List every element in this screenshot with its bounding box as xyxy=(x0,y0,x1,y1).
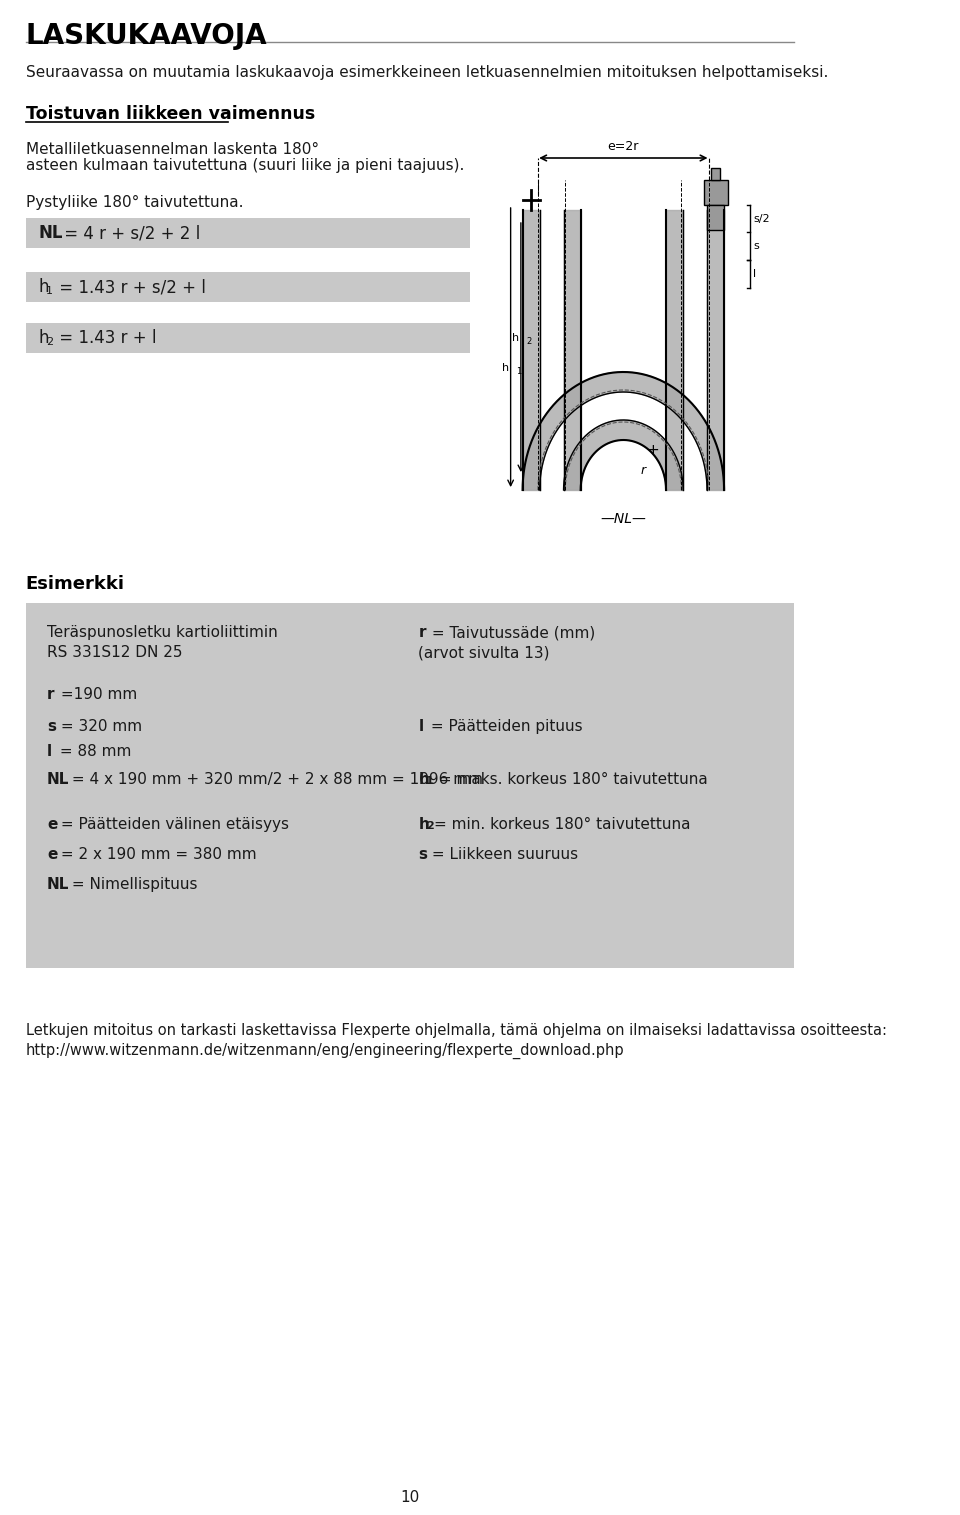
Text: 1: 1 xyxy=(516,367,521,376)
Text: NL: NL xyxy=(47,877,69,892)
Text: RS 331S12 DN 25: RS 331S12 DN 25 xyxy=(47,645,182,661)
Bar xyxy=(26,273,469,301)
Text: Esimerkki: Esimerkki xyxy=(26,576,125,592)
Text: (arvot sivulta 13): (arvot sivulta 13) xyxy=(419,645,550,661)
Text: = 4 x 190 mm + 320 mm/2 + 2 x 88 mm = 1096 mm: = 4 x 190 mm + 320 mm/2 + 2 x 88 mm = 10… xyxy=(67,773,484,786)
Text: NL: NL xyxy=(38,224,63,242)
Text: s/2: s/2 xyxy=(754,214,770,224)
Text: 2: 2 xyxy=(426,821,434,832)
Text: = 320 mm: = 320 mm xyxy=(56,720,142,733)
Bar xyxy=(707,205,724,230)
Text: = Päätteiden pituus: = Päätteiden pituus xyxy=(426,720,583,733)
Text: —NL—: —NL— xyxy=(600,512,646,526)
Text: Letkujen mitoitus on tarkasti laskettavissa Flexperte ohjelmalla, tämä ohjelma o: Letkujen mitoitus on tarkasti laskettavi… xyxy=(26,1023,887,1038)
Text: e: e xyxy=(47,847,58,862)
Text: = 88 mm: = 88 mm xyxy=(55,744,131,759)
Text: l: l xyxy=(754,270,756,279)
Text: =190 mm: =190 mm xyxy=(56,686,136,701)
Bar xyxy=(26,603,794,968)
Text: r: r xyxy=(419,626,426,639)
Text: Metalliletkuasennelman laskenta 180°: Metalliletkuasennelman laskenta 180° xyxy=(26,142,319,158)
Bar xyxy=(26,218,469,248)
Text: r: r xyxy=(640,464,645,477)
Polygon shape xyxy=(522,373,724,489)
Text: l: l xyxy=(419,720,423,733)
Polygon shape xyxy=(564,420,684,489)
Text: h: h xyxy=(38,329,49,347)
Text: e=2r: e=2r xyxy=(608,139,639,153)
Text: = min. korkeus 180° taivutettuna: = min. korkeus 180° taivutettuna xyxy=(434,817,690,832)
Text: h: h xyxy=(38,277,49,295)
Text: r: r xyxy=(47,686,55,701)
Text: Toistuvan liikkeen vaimennus: Toistuvan liikkeen vaimennus xyxy=(26,105,315,123)
Text: 1: 1 xyxy=(46,286,53,295)
Text: 10: 10 xyxy=(400,1489,420,1504)
Text: s: s xyxy=(47,720,56,733)
Text: 1: 1 xyxy=(426,776,434,786)
Text: = 4 r + s/2 + 2 l: = 4 r + s/2 + 2 l xyxy=(59,224,201,242)
Bar xyxy=(704,180,728,205)
Text: http://www.witzenmann.de/witzenmann/eng/engineering/flexperte_download.php: http://www.witzenmann.de/witzenmann/eng/… xyxy=(26,1042,624,1059)
Text: = Päätteiden välinen etäisyys: = Päätteiden välinen etäisyys xyxy=(56,817,289,832)
Text: h: h xyxy=(419,773,429,786)
Text: = 1.43 r + l: = 1.43 r + l xyxy=(54,329,156,347)
Text: = Taivutussäde (mm): = Taivutussäde (mm) xyxy=(427,626,595,639)
Text: h: h xyxy=(512,332,519,342)
Text: LASKUKAAVOJA: LASKUKAAVOJA xyxy=(26,23,267,50)
Text: 2: 2 xyxy=(526,336,531,345)
Text: asteen kulmaan taivutettuna (suuri liike ja pieni taajuus).: asteen kulmaan taivutettuna (suuri liike… xyxy=(26,158,464,173)
Text: e: e xyxy=(47,817,58,832)
Text: = Liikkeen suuruus: = Liikkeen suuruus xyxy=(427,847,578,862)
Bar xyxy=(711,168,720,180)
Text: Teräspunosletku kartioliittimin: Teräspunosletku kartioliittimin xyxy=(47,626,277,639)
Text: h: h xyxy=(502,362,509,373)
Bar xyxy=(26,323,469,353)
Text: = 1.43 r + s/2 + l: = 1.43 r + s/2 + l xyxy=(54,277,205,295)
Text: = Nimellispituus: = Nimellispituus xyxy=(67,877,198,892)
Text: l: l xyxy=(47,744,52,759)
Text: s: s xyxy=(419,847,427,862)
Text: NL: NL xyxy=(47,773,69,786)
Text: = maks. korkeus 180° taivutettuna: = maks. korkeus 180° taivutettuna xyxy=(434,773,708,786)
Text: h: h xyxy=(419,817,429,832)
Text: Pystyliike 180° taivutettuna.: Pystyliike 180° taivutettuna. xyxy=(26,195,243,211)
Text: = 2 x 190 mm = 380 mm: = 2 x 190 mm = 380 mm xyxy=(56,847,256,862)
Text: Seuraavassa on muutamia laskukaavoja esimerkkeineen letkuasennelmien mitoituksen: Seuraavassa on muutamia laskukaavoja esi… xyxy=(26,65,828,80)
Text: s: s xyxy=(754,241,759,251)
Text: +: + xyxy=(647,442,660,458)
Text: 2: 2 xyxy=(46,336,53,347)
